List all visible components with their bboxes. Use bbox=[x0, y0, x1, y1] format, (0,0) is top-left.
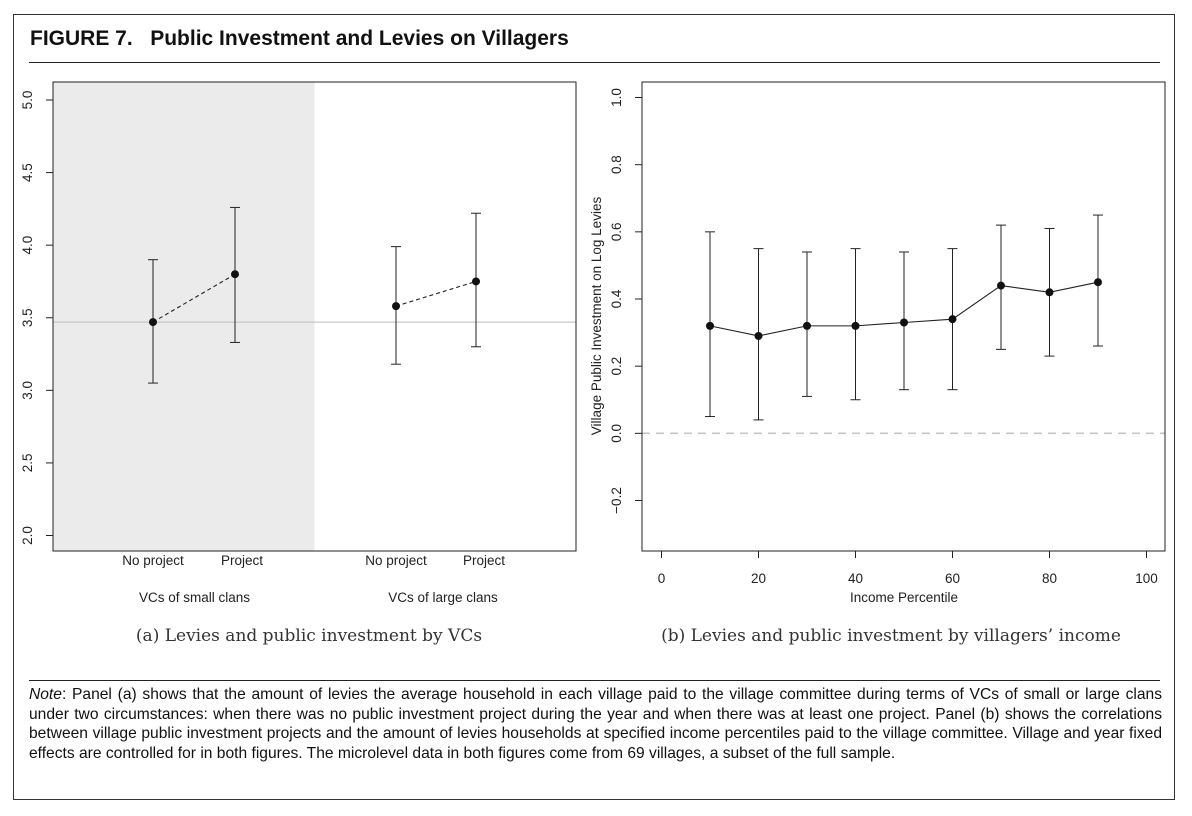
panel-a-group-label: VCs of small clans bbox=[139, 590, 250, 605]
note-divider bbox=[29, 680, 1160, 681]
figure-title-text: Public Investment and Levies on Villager… bbox=[150, 27, 569, 50]
panel-a-caption: (a) Levies and public investment by VCs bbox=[136, 626, 482, 646]
panel-a-connector bbox=[395, 280, 477, 307]
figure-charts: 2.0 2.5 3.0 3.5 4.0 4.5 5.0 No project Project VC… bbox=[20, 81, 1166, 646]
panel-b-y-tick-label: 0.0 bbox=[609, 424, 624, 443]
panel-b-x-tick-label: 100 bbox=[1135, 571, 1158, 586]
panel-b-x-tick-label: 40 bbox=[848, 571, 863, 586]
panel-b-y-tick-label: 0.6 bbox=[609, 222, 624, 241]
panel-b-chart: −0.2 0.0 0.2 0.4 0.6 0.8 1.0 Village Public Inv… bbox=[589, 81, 1166, 605]
panel-a-group-label: VCs of large clans bbox=[388, 590, 498, 605]
panel-b-point bbox=[803, 321, 811, 330]
panel-b-x-tick-label: 60 bbox=[945, 571, 960, 586]
panel-b-y-tick-label: 0.8 bbox=[609, 155, 624, 174]
panel-a-category-label: Project bbox=[221, 553, 263, 568]
figure-frame bbox=[13, 14, 1175, 800]
panel-b-x-tick-label: 80 bbox=[1042, 571, 1057, 586]
panel-a-y-tick-label: 5.0 bbox=[20, 91, 35, 110]
panel-b-y-tick-label: −0.2 bbox=[609, 487, 624, 514]
panel-a-category-label: No project bbox=[365, 553, 427, 568]
panel-a-y-tick-label: 2.0 bbox=[20, 526, 35, 545]
panel-a-plot-frame bbox=[52, 81, 577, 552]
panel-b-x-axis-label: Income Percentile bbox=[850, 590, 958, 605]
panel-b-y-tick-label: 1.0 bbox=[609, 88, 624, 107]
panel-a-category-label: No project bbox=[122, 553, 184, 568]
panel-a-point bbox=[472, 277, 480, 286]
panel-a-y-tick-label: 4.0 bbox=[20, 236, 35, 255]
panel-b-point bbox=[948, 315, 957, 324]
panel-a-point bbox=[231, 270, 239, 279]
panel-a-y-tick-label: 3.5 bbox=[20, 308, 35, 327]
panel-a-connector bbox=[152, 273, 236, 323]
panel-b-y-axis-label: Village Public Investment on Log Levies bbox=[589, 197, 604, 436]
panel-b-x-tick-label: 20 bbox=[751, 571, 766, 586]
panel-b-caption: (b) Levies and public investment by vill… bbox=[661, 626, 1121, 646]
panel-a-y-tick-label: 4.5 bbox=[20, 163, 35, 182]
panel-a-chart: 2.0 2.5 3.0 3.5 4.0 4.5 5.0 No project Project VC… bbox=[20, 81, 577, 605]
panel-b-point bbox=[851, 321, 860, 330]
note-text: : Panel (a) shows that the amount of lev… bbox=[29, 686, 1162, 762]
panel-b-y-tick-label: 0.4 bbox=[609, 289, 624, 308]
panel-a-point bbox=[149, 318, 157, 327]
panel-b-x-tick-label: 0 bbox=[658, 571, 666, 586]
panel-b-point bbox=[706, 321, 714, 330]
panel-a-y-tick-label: 3.0 bbox=[20, 381, 35, 400]
panel-b-point bbox=[997, 281, 1005, 290]
title-divider bbox=[29, 62, 1160, 63]
panel-b-point bbox=[754, 331, 763, 340]
note-label: Note bbox=[29, 686, 62, 703]
figure-note: Note: Panel (a) shows that the amount of… bbox=[29, 685, 1162, 763]
panel-b-y-tick-label: 0.2 bbox=[609, 357, 624, 376]
figure-title: FIGURE 7. Public Investment and Levies o… bbox=[30, 27, 569, 51]
panel-a-point bbox=[392, 302, 400, 311]
panel-a-shaded-region bbox=[53, 82, 315, 551]
panel-b-point bbox=[1045, 288, 1054, 297]
panel-a-category-label: Project bbox=[463, 553, 505, 568]
panel-a-y-tick-label: 2.5 bbox=[20, 454, 35, 473]
figure-label: FIGURE 7. bbox=[30, 27, 133, 50]
panel-b-point bbox=[1094, 278, 1102, 287]
panel-b-point bbox=[900, 318, 908, 327]
